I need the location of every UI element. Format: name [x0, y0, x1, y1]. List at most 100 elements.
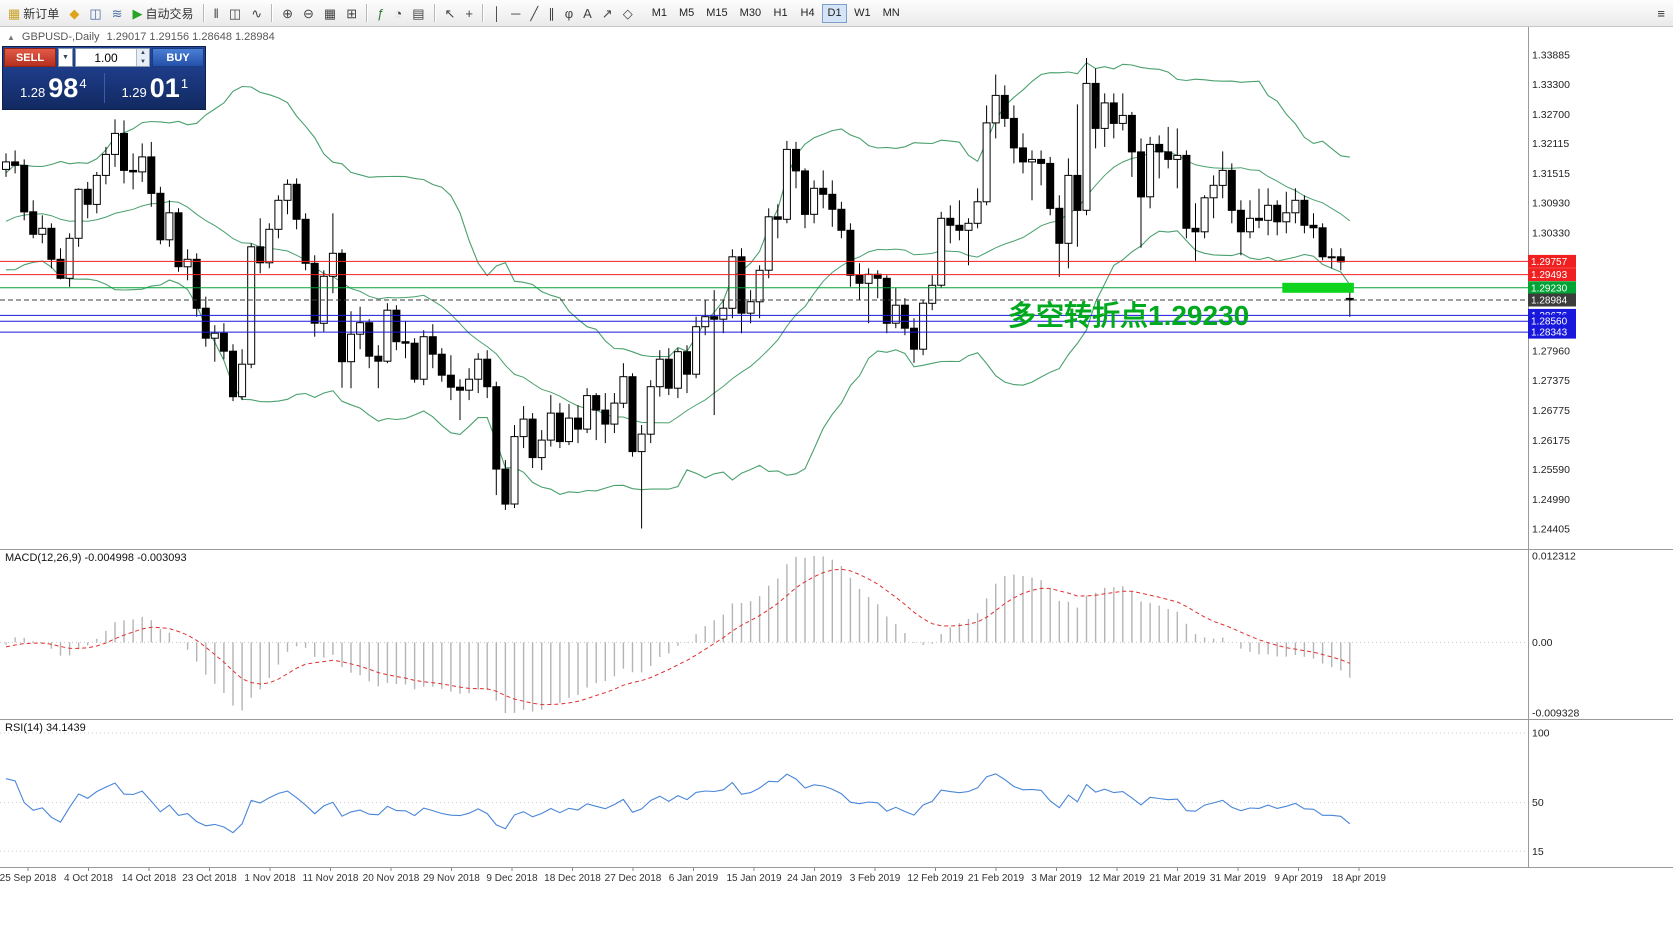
bollinger-upper-band: [5, 61, 1350, 358]
buy-button[interactable]: BUY: [152, 48, 204, 67]
periods-icon-button[interactable]: ◔: [390, 2, 406, 24]
date-axis-label: 18 Apr 2019: [1332, 873, 1386, 884]
menu-icon: ≡: [1657, 5, 1665, 21]
date-axis-label: 27 Dec 2018: [605, 873, 662, 884]
lot-input[interactable]: [76, 49, 136, 66]
timeframe-m15-button[interactable]: M15: [701, 4, 732, 23]
text-icon-button[interactable]: A: [579, 2, 596, 24]
order-settings-dropdown[interactable]: ▼: [58, 48, 73, 67]
bar-chart-icon-button[interactable]: ‖: [210, 2, 223, 24]
price-axis-label: 1.27375: [1532, 375, 1570, 387]
macd-axis-label: -0.009328: [1532, 708, 1579, 720]
toolbar-menu-button[interactable]: ≡: [1653, 2, 1669, 24]
bar-chart-icon: ‖: [213, 5, 219, 21]
timeframe-mn-button[interactable]: MN: [878, 4, 905, 23]
bollinger-bands: [5, 61, 1351, 495]
timeframe-m5-button[interactable]: M5: [674, 4, 699, 23]
date-axis-label: 24 Jan 2019: [787, 873, 842, 884]
rsi-axis-label: 15: [1532, 846, 1544, 858]
date-axis-label: 11 Nov 2018: [303, 873, 359, 884]
sell-price[interactable]: 1.28 98 4: [3, 72, 104, 103]
timeframe-h4-button[interactable]: H4: [795, 4, 820, 23]
price-tag: [1528, 314, 1576, 328]
channel-icon: ∥: [548, 5, 555, 21]
price-axis-label: 1.25590: [1532, 464, 1570, 476]
candlestick-chart-icon-button[interactable]: ◫: [225, 2, 245, 24]
date-axis-label: 29 Nov 2018: [423, 873, 480, 884]
collapse-panel-icon[interactable]: ▲: [7, 32, 15, 42]
timeframe-w1-button[interactable]: W1: [849, 4, 876, 23]
fibonacci-icon: φ: [564, 5, 574, 21]
zoom-out-icon-button[interactable]: ⊖: [299, 2, 318, 24]
line-chart-icon-button[interactable]: ∿: [247, 2, 266, 24]
price-divider: [103, 73, 105, 103]
price-axis-label: 1.26175: [1532, 435, 1570, 447]
new-order-button[interactable]: ▦ 新订单: [4, 2, 63, 24]
date-axis-label: 9 Dec 2018: [486, 873, 538, 884]
price-lines: [0, 260, 1528, 333]
timeframe-m1-button[interactable]: M1: [647, 4, 672, 23]
market-watch-icon-button[interactable]: ≋: [108, 2, 127, 24]
chart-window-icon-button[interactable]: ◫: [85, 2, 105, 24]
price-axis-label: 1.24405: [1532, 523, 1570, 535]
templates-icon-button[interactable]: ▤: [408, 2, 428, 24]
rsi-line: [5, 773, 1351, 834]
alerts-icon: ◆: [69, 5, 80, 21]
vertical-line-icon-button[interactable]: │: [489, 2, 505, 24]
shapes-icon-button[interactable]: ◇: [619, 2, 637, 24]
pivot-annotation[interactable]: 多空转折点1.29230: [1008, 300, 1250, 331]
crosshair-icon-button[interactable]: +: [461, 2, 477, 24]
alerts-icon-button[interactable]: ◆: [65, 2, 83, 24]
indicators-icon: ƒ: [377, 5, 385, 21]
toolbar-separator: [366, 4, 369, 22]
timeframe-m30-button[interactable]: M30: [735, 4, 766, 23]
toolbar-separator: [482, 4, 485, 22]
toolbar-separator: [202, 4, 205, 22]
sell-price-big: 98: [48, 72, 79, 103]
horizontal-line-icon-button[interactable]: ─: [507, 2, 524, 24]
price-axis-label: 1.31515: [1532, 168, 1570, 180]
date-axis-label: 21 Feb 2019: [968, 873, 1025, 884]
highlight-zone[interactable]: [1282, 282, 1354, 293]
grid-icon-button[interactable]: ▦: [320, 2, 340, 24]
up-arrow-icon: ▲: [140, 50, 146, 57]
macd-indicator-label: MACD(12,26,9) -0.004998 -0.003093: [5, 552, 187, 564]
timeframe-d1-button[interactable]: D1: [822, 3, 848, 23]
price-axis-label: 1.30930: [1532, 197, 1570, 209]
cursor-icon-button[interactable]: ↖: [441, 2, 460, 24]
trendline-icon-button[interactable]: ╱: [526, 2, 542, 24]
zoom-in-icon: ⊕: [282, 5, 294, 21]
periods-icon: ◔: [394, 5, 403, 21]
date-axis-label: 31 Mar 2019: [1210, 873, 1267, 884]
new-order-icon: ▦: [8, 5, 21, 21]
price-tag-label: 1.28984: [1531, 296, 1568, 307]
lot-size-field: ▲ ▼: [75, 48, 150, 67]
price-axis-label: 1.27960: [1532, 346, 1570, 358]
rsi-axis-label: 50: [1532, 797, 1544, 809]
timeframe-h1-button[interactable]: H1: [768, 4, 793, 23]
channel-icon-button[interactable]: ∥: [544, 2, 559, 24]
vertical-line-icon: │: [493, 5, 502, 21]
fibonacci-icon-button[interactable]: φ: [561, 2, 577, 24]
price-tag-label: 1.28343: [1531, 328, 1568, 339]
date-axis-label: 21 Mar 2019: [1149, 873, 1206, 884]
price-tag: [1528, 325, 1576, 339]
sell-price-sup: 4: [79, 75, 87, 91]
buy-price[interactable]: 1.29 01 1: [105, 74, 206, 102]
arrows-icon-button[interactable]: ↗: [598, 2, 617, 24]
date-axis-label: 9 Apr 2019: [1274, 873, 1323, 884]
chart-window-icon: ◫: [89, 5, 102, 21]
lot-decrease-button[interactable]: ▼: [137, 57, 149, 66]
price-tag: [1528, 254, 1576, 268]
price-axis-label: 1.33300: [1532, 79, 1570, 91]
tile-windows-icon-button[interactable]: ⊞: [342, 2, 361, 24]
date-axis-label: 12 Feb 2019: [907, 873, 964, 884]
lot-increase-button[interactable]: ▲: [137, 49, 149, 58]
auto-trading-button[interactable]: ▶ 自动交易: [129, 2, 198, 24]
sell-button[interactable]: SELL: [4, 48, 56, 67]
indicators-icon-button[interactable]: ƒ: [373, 2, 388, 24]
date-axis-label: 20 Nov 2018: [363, 873, 420, 884]
zoom-in-icon-button[interactable]: ⊕: [278, 2, 297, 24]
